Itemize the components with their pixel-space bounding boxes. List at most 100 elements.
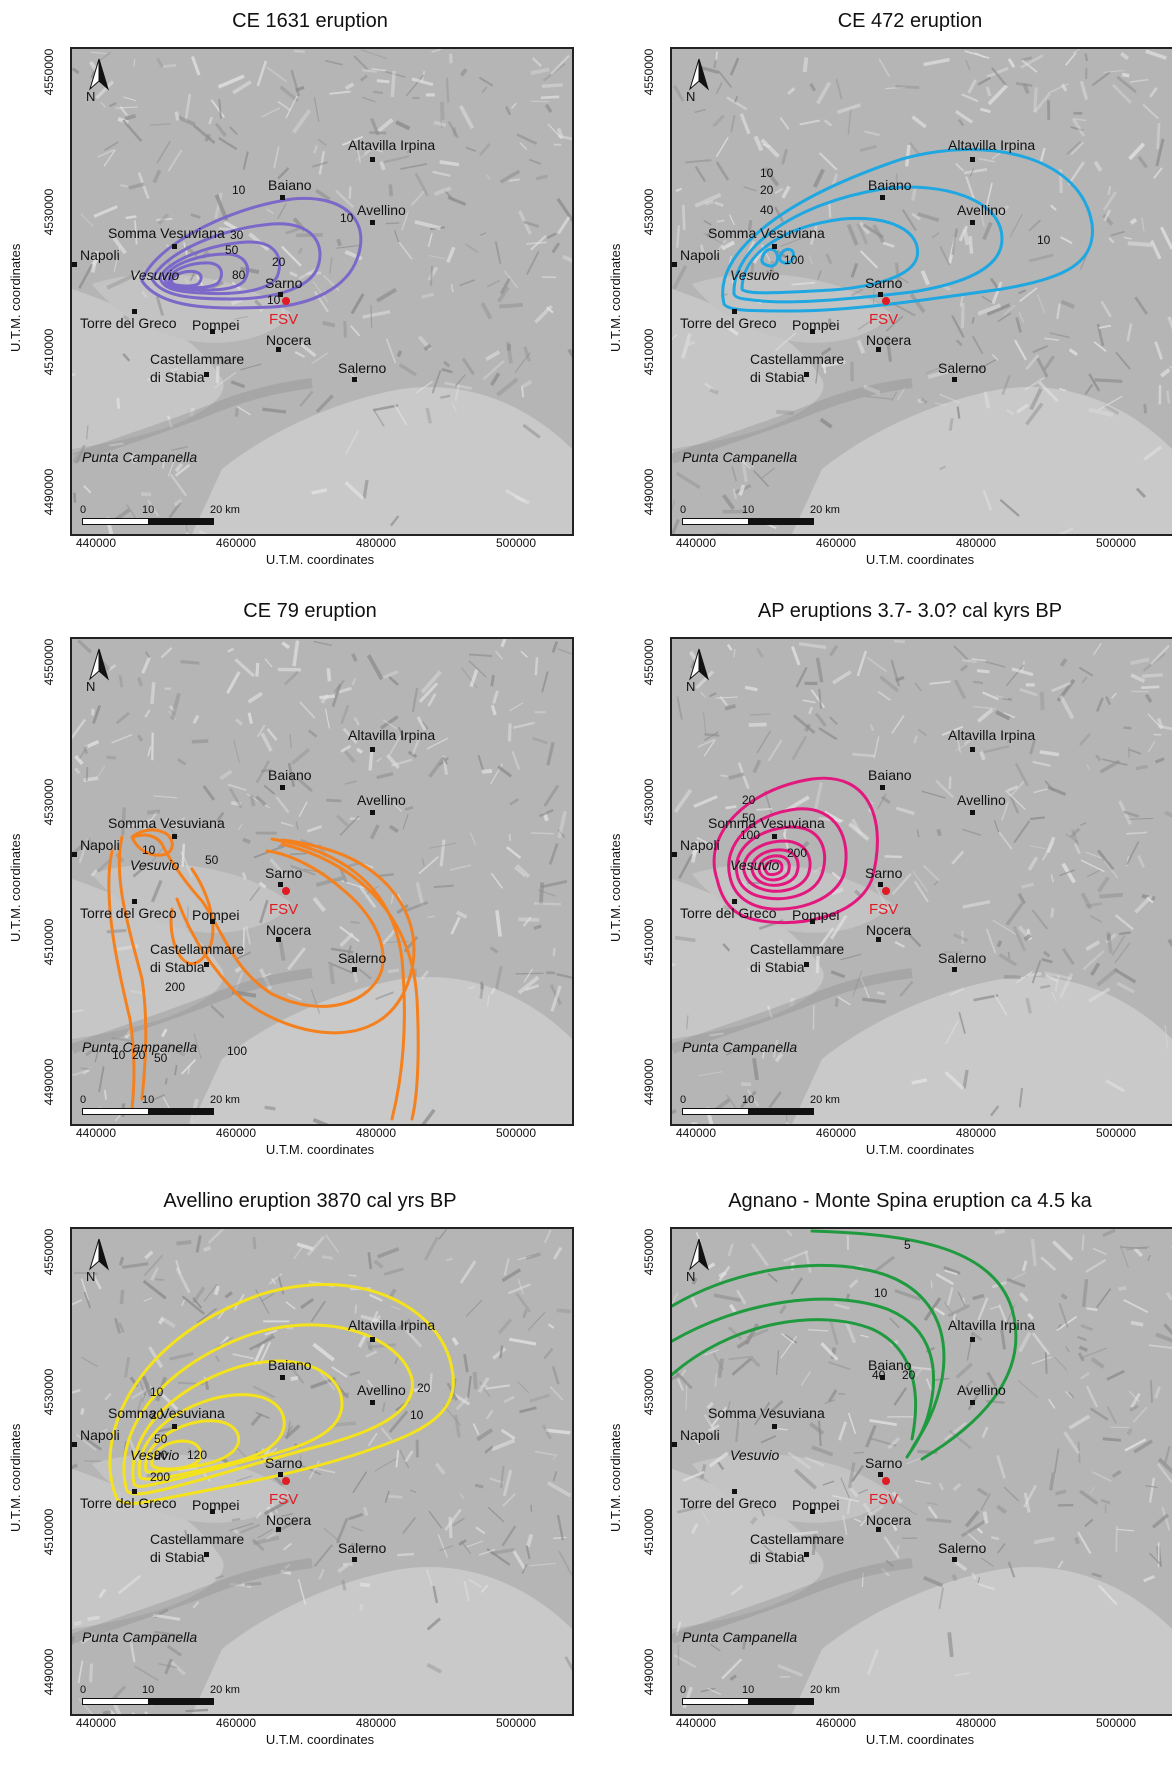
town-label-sarno: Sarno bbox=[265, 1455, 303, 1471]
x-tick-label: 440000 bbox=[675, 1716, 717, 1730]
town-marker bbox=[72, 262, 77, 267]
town-label-pompei: Pompei bbox=[192, 317, 240, 333]
fsv-label: FSV bbox=[869, 1491, 899, 1508]
town-marker bbox=[204, 1552, 209, 1557]
town-label-torre: Torre del Greco bbox=[680, 315, 777, 331]
y-tick-label: 4530000 bbox=[42, 188, 56, 236]
north-label: N bbox=[86, 1269, 96, 1284]
north-label: N bbox=[686, 679, 696, 694]
town-marker bbox=[878, 882, 883, 887]
town-label-castellammare2: di Stabia bbox=[750, 1549, 805, 1565]
y-tick-label: 4550000 bbox=[642, 48, 656, 96]
fsv-label: FSV bbox=[269, 311, 299, 328]
fsv-label: FSV bbox=[269, 901, 299, 918]
isopach-line bbox=[158, 240, 281, 296]
town-label-altavilla: Altavilla Irpina bbox=[348, 1317, 436, 1333]
isopach-line bbox=[760, 247, 780, 268]
north-label: N bbox=[686, 1269, 696, 1284]
town-label-pompei: Pompei bbox=[792, 317, 840, 333]
scale-bar-label: 0 bbox=[80, 1094, 87, 1106]
panel-title: CE 472 eruption bbox=[837, 10, 983, 32]
isopach-line bbox=[750, 848, 800, 887]
isopach-overlay: 10 20 40 100 10 bbox=[721, 147, 1094, 313]
town-marker bbox=[952, 1557, 957, 1562]
y-tick-label: 4530000 bbox=[42, 1368, 56, 1416]
isopach-value-label: 5 bbox=[904, 1238, 911, 1252]
y-tick-label: 4490000 bbox=[642, 468, 656, 516]
y-tick-label: 4550000 bbox=[42, 1228, 56, 1276]
fsv-label: FSV bbox=[869, 901, 899, 918]
north-label: N bbox=[86, 679, 96, 694]
isopach-value-label: 200 bbox=[150, 1470, 170, 1484]
town-marker bbox=[278, 292, 283, 297]
town-marker bbox=[278, 1472, 283, 1477]
town-marker bbox=[132, 899, 137, 904]
town-label-somma: Somma Vesuviana bbox=[708, 815, 825, 831]
x-tick-label: 460000 bbox=[215, 1126, 257, 1140]
y-tick-label: 4490000 bbox=[42, 1648, 56, 1696]
town-label-pompei: Pompei bbox=[192, 1497, 240, 1513]
town-marker bbox=[804, 962, 809, 967]
x-tick-label: 440000 bbox=[675, 536, 717, 550]
map-frame: 5 10 40 20 Altavilla Irpina Baiano Avellino Som… bbox=[670, 1227, 1172, 1716]
isopach-value-label: 10 bbox=[112, 1048, 126, 1062]
town-marker bbox=[952, 377, 957, 382]
north-arrow-icon bbox=[89, 1238, 109, 1271]
x-tick-label: 480000 bbox=[955, 536, 997, 550]
isopach-value-label: 20 bbox=[132, 1048, 146, 1062]
isopach-line bbox=[131, 1359, 344, 1488]
x-tick-label: 440000 bbox=[75, 1716, 117, 1730]
north-label: N bbox=[86, 89, 96, 104]
town-marker bbox=[204, 962, 209, 967]
town-marker bbox=[970, 1337, 975, 1342]
y-tick-label: 4530000 bbox=[642, 1368, 656, 1416]
scale-bar-label: 10 bbox=[142, 504, 155, 516]
town-label-vesuvio: Vesuvio bbox=[730, 1447, 780, 1463]
town-marker bbox=[210, 1509, 215, 1514]
y-axis-label: U.T.M. coordinates bbox=[608, 243, 623, 352]
y-axis-label: U.T.M. coordinates bbox=[8, 833, 23, 942]
panel-title: Avellino eruption 3870 cal yrs BP bbox=[163, 1190, 457, 1212]
town-label-nocera: Nocera bbox=[866, 1512, 912, 1528]
north-arrow-icon bbox=[689, 1238, 709, 1271]
town-marker bbox=[876, 937, 881, 942]
town-label-somma: Somma Vesuviana bbox=[708, 1405, 825, 1421]
x-tick-label: 480000 bbox=[355, 1716, 397, 1730]
town-label-sarno: Sarno bbox=[865, 865, 903, 881]
north-arrow-icon bbox=[89, 648, 109, 681]
map-panel-p3: CE 79 eruption 10 50 200 10 20 50 100 Altavilla … bbox=[0, 590, 580, 1180]
town-marker bbox=[280, 1375, 285, 1380]
isopach-value-label: 120 bbox=[187, 1448, 207, 1462]
town-label-castellammare1: Castellammare bbox=[750, 1531, 845, 1547]
town-marker bbox=[280, 195, 285, 200]
town-label-baiano: Baiano bbox=[268, 1357, 312, 1373]
x-tick-label: 480000 bbox=[955, 1126, 997, 1140]
map-frame: 10 20 50 90 120 200 20 10 Altavilla Irpina Baiano… bbox=[70, 1227, 574, 1716]
isopach-line bbox=[108, 1282, 455, 1505]
isopach-value-label: 50 bbox=[225, 243, 239, 257]
x-tick-label: 480000 bbox=[355, 1126, 397, 1140]
x-axis-label: U.T.M. coordinates bbox=[865, 1142, 975, 1157]
town-label-torre: Torre del Greco bbox=[80, 1495, 177, 1511]
x-axis-label: U.T.M. coordinates bbox=[265, 1142, 375, 1157]
isopach-value-label: 10 bbox=[874, 1286, 888, 1300]
terrain-relief bbox=[72, 639, 572, 1124]
town-marker bbox=[370, 810, 375, 815]
x-axis-label: U.T.M. coordinates bbox=[265, 552, 375, 567]
y-tick-label: 4550000 bbox=[42, 638, 56, 686]
town-marker bbox=[352, 1557, 357, 1562]
isopach-line bbox=[672, 1318, 918, 1441]
isopach-line bbox=[117, 835, 148, 1101]
town-marker bbox=[210, 329, 215, 334]
town-marker bbox=[804, 1552, 809, 1557]
fsv-label: FSV bbox=[269, 1491, 299, 1508]
town-label-sarno: Sarno bbox=[865, 1455, 903, 1471]
y-tick-label: 4550000 bbox=[642, 638, 656, 686]
y-tick-label: 4490000 bbox=[42, 468, 56, 516]
terrain-relief bbox=[672, 639, 1172, 1124]
town-marker bbox=[276, 347, 281, 352]
terrain-relief bbox=[672, 1229, 1172, 1714]
north-arrow-icon bbox=[689, 58, 709, 91]
town-label-napoli: Napoli bbox=[680, 247, 720, 263]
town-marker bbox=[672, 1442, 677, 1447]
